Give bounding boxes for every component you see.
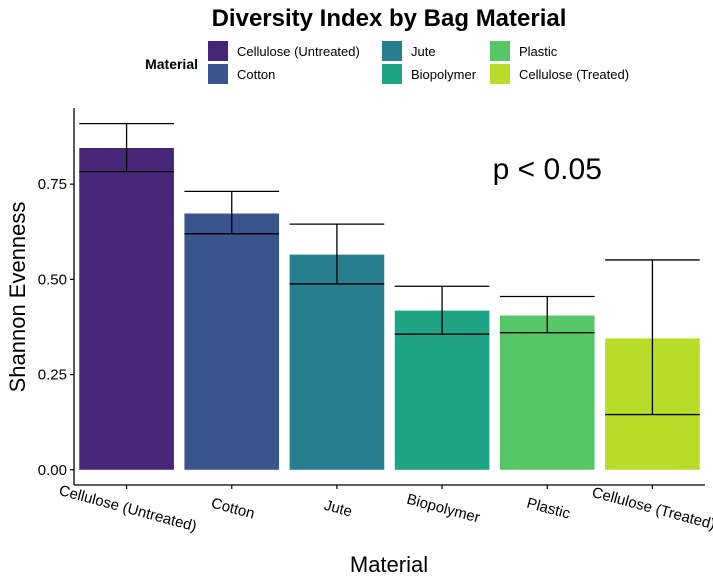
x-tick-label: Jute bbox=[322, 497, 354, 521]
legend-swatch bbox=[490, 64, 510, 84]
legend-label: Jute bbox=[411, 44, 436, 59]
y-tick-label: 0.75 bbox=[38, 176, 67, 193]
x-tick-label: Plastic bbox=[525, 495, 573, 523]
legend-label: Cellulose (Treated) bbox=[519, 67, 629, 82]
chart-title: Diversity Index by Bag Material bbox=[212, 5, 567, 32]
plot-area: 0.00 0.25 0.50 0.75 Cellulose (Untreated) Cot… bbox=[38, 108, 713, 535]
legend-label: Cotton bbox=[237, 67, 275, 82]
x-tick-label: Cellulose (Untreated) bbox=[57, 482, 198, 535]
legend-swatch bbox=[208, 41, 228, 61]
legend-title: Material bbox=[145, 56, 198, 72]
y-tick-label: 0.50 bbox=[38, 271, 67, 288]
y-axis-title: Shannon Evenness bbox=[5, 202, 30, 393]
legend-label: Biopolymer bbox=[411, 67, 477, 82]
bar-0 bbox=[79, 147, 174, 470]
x-tick-label: Cellulose (Treated) bbox=[590, 484, 713, 533]
legend-swatch bbox=[208, 64, 228, 84]
legend-swatch bbox=[382, 64, 402, 84]
p-value-annotation: p < 0.05 bbox=[493, 153, 602, 186]
y-tick-label: 0.00 bbox=[38, 462, 67, 479]
legend: Material Cellulose (Untreated) Cotton Jute… bbox=[145, 41, 629, 84]
x-tick-label: Cotton bbox=[209, 495, 256, 523]
bar-3 bbox=[394, 310, 490, 470]
x-tick-label: Biopolymer bbox=[405, 491, 482, 527]
bar-1 bbox=[184, 213, 280, 470]
x-axis-title: Material bbox=[350, 552, 428, 577]
bar-2 bbox=[289, 254, 385, 470]
y-tick-label: 0.25 bbox=[38, 367, 67, 384]
legend-label: Plastic bbox=[519, 44, 558, 59]
legend-swatch bbox=[490, 41, 510, 61]
bar-4 bbox=[499, 315, 595, 470]
legend-swatch bbox=[382, 41, 402, 61]
legend-label: Cellulose (Untreated) bbox=[237, 44, 360, 59]
